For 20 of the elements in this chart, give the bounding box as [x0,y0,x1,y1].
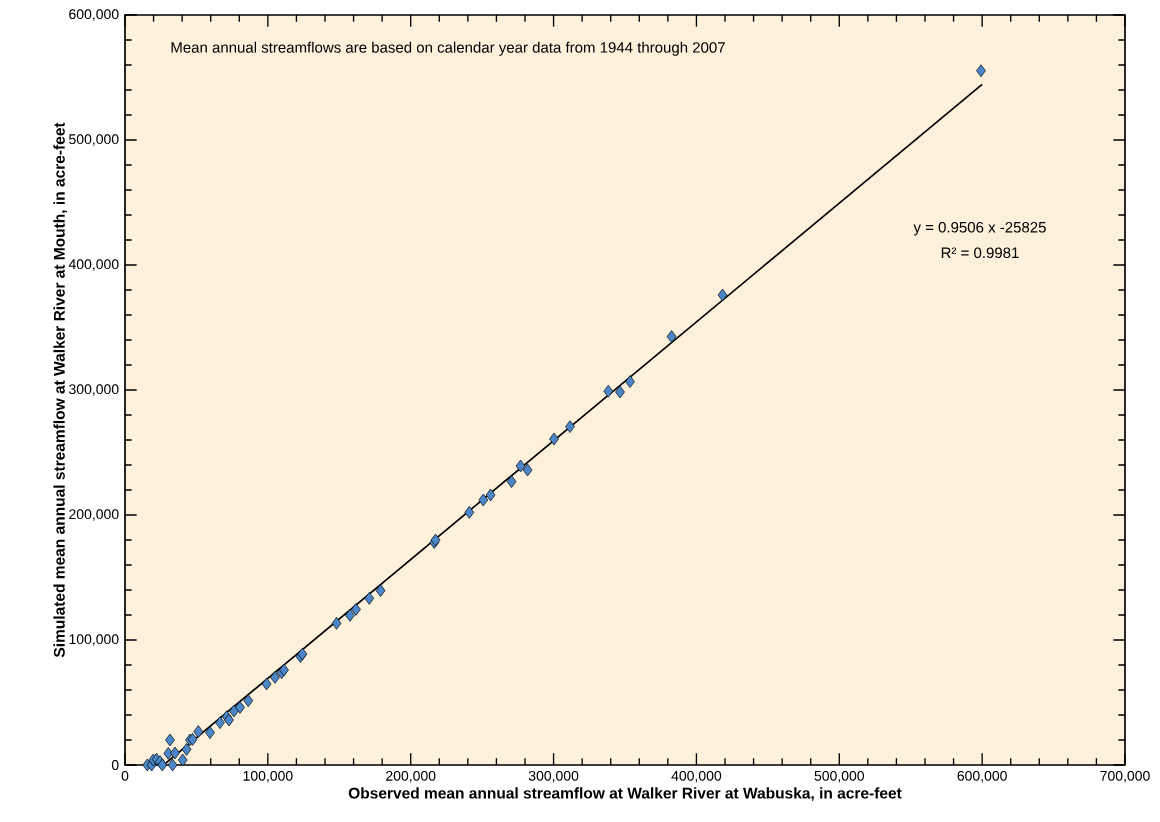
x-tick-label: 300,000 [528,770,579,783]
y-tick-label: 400,000 [68,259,119,271]
x-tick-label: 500,000 [814,770,865,783]
x-tick-label: 0 [121,770,129,781]
x-tick-label: 700,000 [1100,770,1150,783]
x-tick-label: 600,000 [957,770,1007,783]
y-tick-label: 600,000 [69,9,119,21]
y-tick-label: 0 [111,760,119,770]
x-axis-title: Observed mean annual streamflow at Walker River at Wabuska, in acre-feet [348,787,902,801]
y-tick-label: 500,000 [69,134,119,146]
annotation: R² = 0.9981 [941,247,1019,259]
y-tick-label: 100,000 [69,634,119,646]
x-tick-label: 200,000 [386,770,436,783]
annotation: y = 0.9506 x -25825 [913,221,1046,236]
y-tick-label: 200,000 [69,509,119,521]
x-tick-label: 100,000 [243,770,293,783]
annotation: Mean annual streamflows are based on calendar year data from 1944 through 2007 [171,41,725,56]
y-axis-title: Simulated mean annual streamflow at Walker River at Mouth, in acre-feet [53,122,68,658]
y-tick-label: 300,000 [69,384,119,396]
x-tick-label: 400,000 [671,770,722,783]
